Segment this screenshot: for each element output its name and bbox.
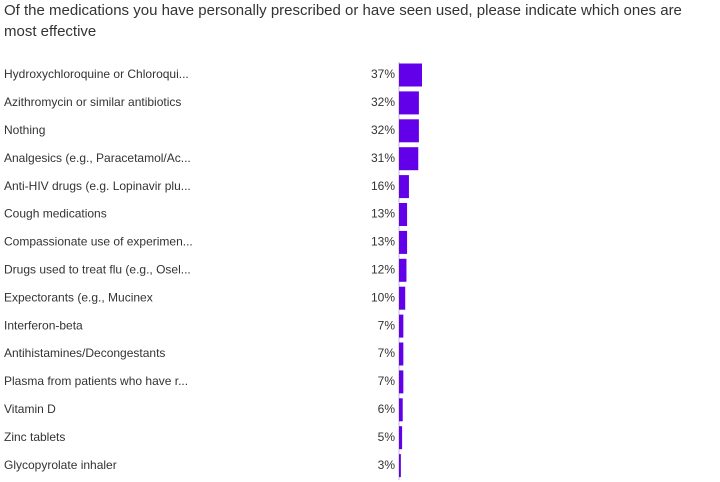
value-label: 12% <box>371 262 395 276</box>
category-label: Antihistamines/Decongestants <box>4 346 165 360</box>
bar <box>399 91 419 115</box>
bar <box>399 314 404 338</box>
value-label: 6% <box>378 402 396 416</box>
category-label: Compassionate use of experimen... <box>4 235 193 249</box>
category-label: Nothing <box>4 123 45 137</box>
value-label: 13% <box>371 207 395 221</box>
category-label: Interferon-beta <box>4 318 83 332</box>
bar <box>399 147 419 171</box>
bar <box>399 426 403 450</box>
bar <box>399 258 407 282</box>
category-label: Drugs used to treat flu (e.g., Osel... <box>4 262 191 276</box>
category-label: Anti-HIV drugs (e.g. Lopinavir plu... <box>4 179 191 193</box>
category-label: Cough medications <box>4 207 107 221</box>
bar <box>399 342 404 366</box>
value-label: 32% <box>371 95 395 109</box>
bar <box>399 398 403 422</box>
value-label: 37% <box>371 67 395 81</box>
bar <box>399 454 401 478</box>
value-label: 7% <box>378 346 396 360</box>
category-label: Zinc tablets <box>4 430 65 444</box>
category-label: Azithromycin or similar antibiotics <box>4 95 181 109</box>
chart-title: Of the medications you have personally p… <box>4 2 682 40</box>
bar <box>399 370 404 394</box>
category-label: Hydroxychloroquine or Chloroqui... <box>4 67 189 81</box>
bar <box>399 119 419 143</box>
bar <box>399 286 406 310</box>
value-label: 16% <box>371 179 395 193</box>
value-label: 5% <box>378 430 396 444</box>
category-label: Analgesics (e.g., Paracetamol/Ac... <box>4 151 191 165</box>
category-label: Plasma from patients who have r... <box>4 374 188 388</box>
category-label: Expectorants (e.g., Mucinex <box>4 290 153 304</box>
bar <box>399 230 408 254</box>
value-label: 7% <box>378 318 396 332</box>
category-label: Vitamin D <box>4 402 56 416</box>
bar <box>399 175 409 199</box>
bar <box>399 63 422 87</box>
value-label: 13% <box>371 235 395 249</box>
value-label: 7% <box>378 374 396 388</box>
category-label: Glycopyrolate inhaler <box>4 458 117 472</box>
value-label: 3% <box>378 458 396 472</box>
value-label: 10% <box>371 290 395 304</box>
value-label: 32% <box>371 123 395 137</box>
value-label: 31% <box>371 151 395 165</box>
bar <box>399 203 408 226</box>
